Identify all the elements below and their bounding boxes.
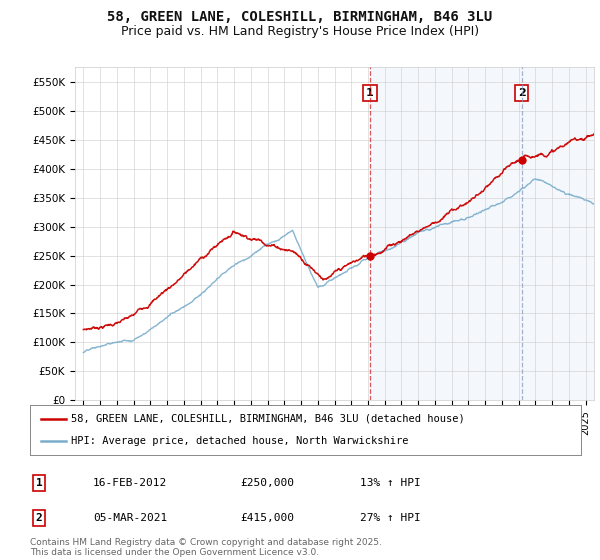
Bar — [521, 67, 594, 400]
Text: £250,000: £250,000 — [240, 478, 294, 488]
Text: 1: 1 — [35, 478, 43, 488]
Bar — [370, 67, 521, 400]
Text: 1: 1 — [366, 88, 374, 98]
Text: 2: 2 — [518, 88, 526, 98]
Text: 16-FEB-2012: 16-FEB-2012 — [93, 478, 167, 488]
Text: 58, GREEN LANE, COLESHILL, BIRMINGHAM, B46 3LU: 58, GREEN LANE, COLESHILL, BIRMINGHAM, B… — [107, 10, 493, 24]
Text: 58, GREEN LANE, COLESHILL, BIRMINGHAM, B46 3LU (detached house): 58, GREEN LANE, COLESHILL, BIRMINGHAM, B… — [71, 414, 465, 424]
Text: 05-MAR-2021: 05-MAR-2021 — [93, 513, 167, 523]
Text: 13% ↑ HPI: 13% ↑ HPI — [360, 478, 421, 488]
Text: £415,000: £415,000 — [240, 513, 294, 523]
Text: HPI: Average price, detached house, North Warwickshire: HPI: Average price, detached house, Nort… — [71, 436, 409, 446]
Text: Contains HM Land Registry data © Crown copyright and database right 2025.
This d: Contains HM Land Registry data © Crown c… — [30, 538, 382, 557]
Text: 27% ↑ HPI: 27% ↑ HPI — [360, 513, 421, 523]
Text: Price paid vs. HM Land Registry's House Price Index (HPI): Price paid vs. HM Land Registry's House … — [121, 25, 479, 38]
Text: 2: 2 — [35, 513, 43, 523]
